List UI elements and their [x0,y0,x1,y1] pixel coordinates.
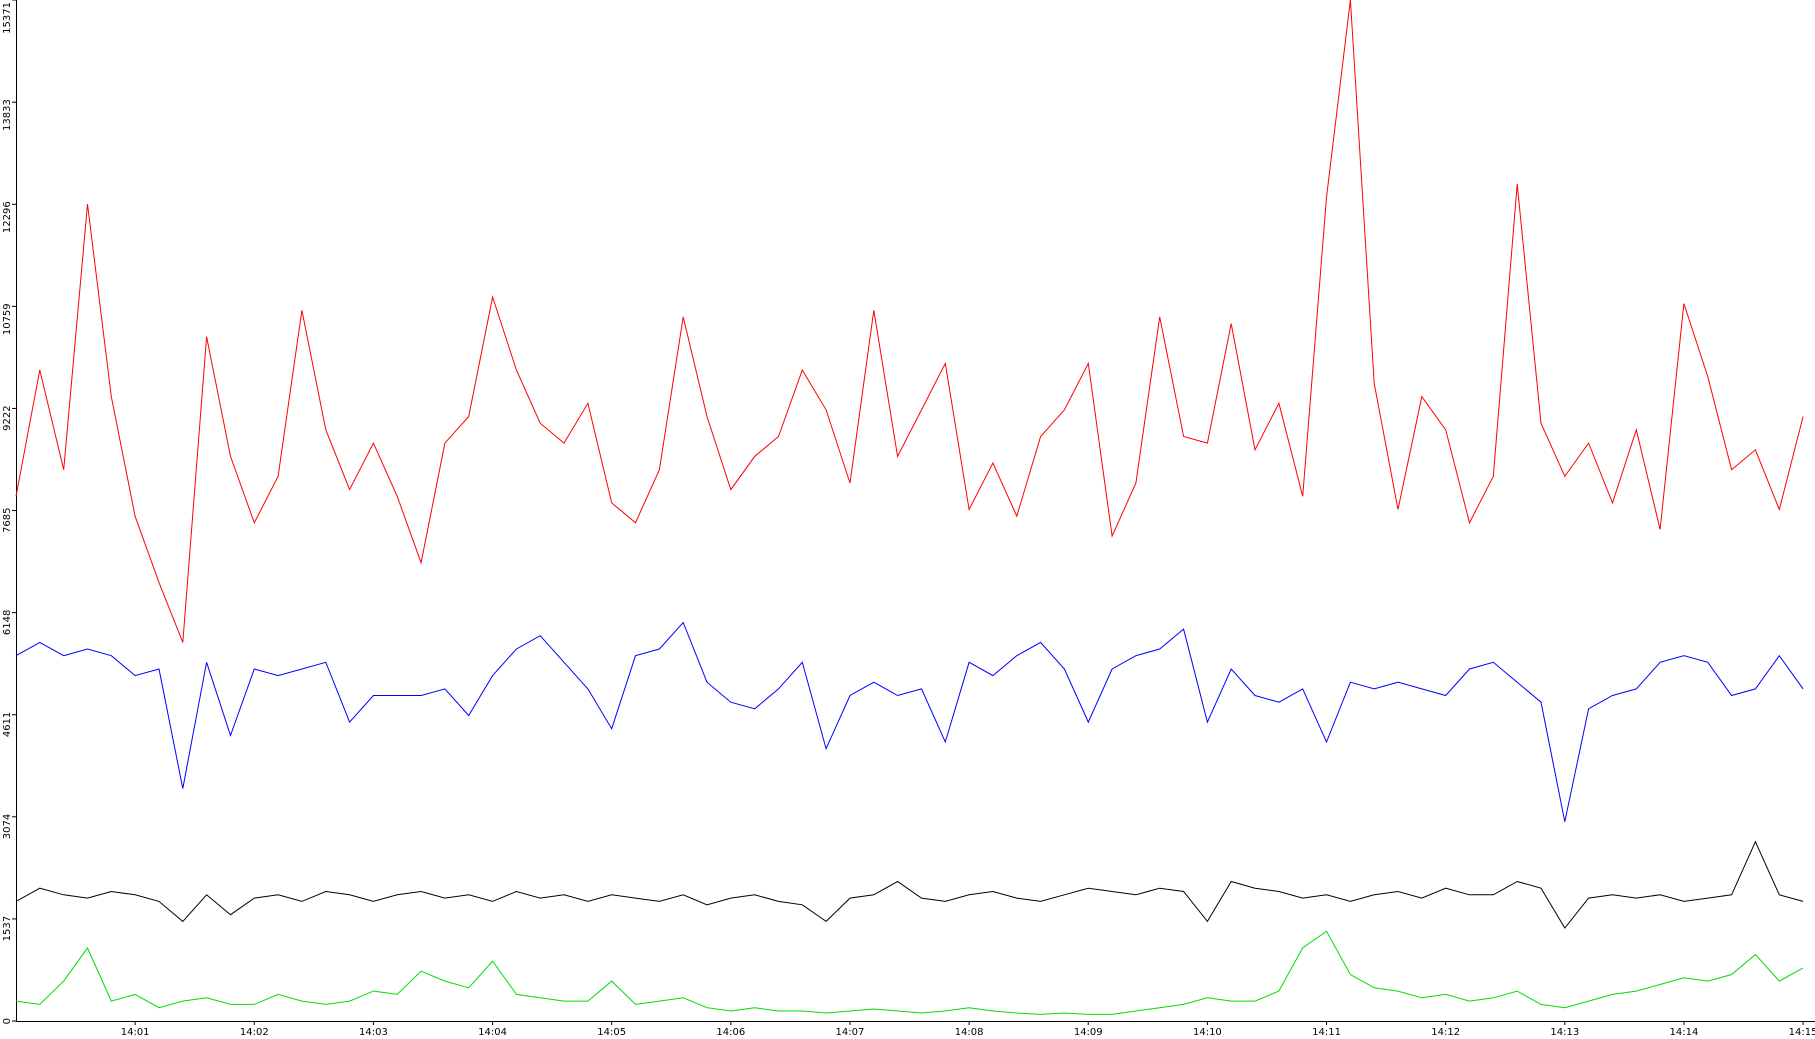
x-tick-label: 14:08 [955,1027,984,1038]
y-tick-label: 10759 [2,303,13,335]
x-tick-label: 14:13 [1550,1027,1579,1038]
x-tick-label: 14:04 [478,1027,507,1038]
y-tick-label: 7685 [2,508,13,533]
x-tick-label: 14:06 [716,1027,745,1038]
x-tick-label: 14:09 [1074,1027,1103,1038]
x-tick-label: 14:10 [1193,1027,1222,1038]
x-tick-label: 14:15 [1789,1027,1815,1038]
y-tick-label: 9222 [2,405,13,430]
y-tick-label: 0 [2,1018,13,1024]
x-tick-label: 14:14 [1670,1027,1699,1038]
x-tick-label: 14:07 [836,1027,865,1038]
x-tick-label: 14:11 [1312,1027,1341,1038]
x-tick-label: 14:02 [240,1027,269,1038]
y-tick-label: 1537 [2,916,13,941]
series-line [15,0,1804,643]
x-tick-label: 14:12 [1431,1027,1460,1038]
y-tick-label: 12296 [2,201,13,233]
series-line [15,930,1804,1015]
y-tick-label: 13833 [2,99,13,131]
y-tick-label: 4611 [2,712,13,737]
y-tick-label: 15371 [2,2,13,34]
series-line [15,621,1804,822]
y-tick-label: 6148 [2,610,13,635]
x-tick-label: 14:05 [597,1027,626,1038]
series-line [15,840,1804,929]
x-tick-label: 14:01 [121,1027,150,1038]
x-tick-label: 14:03 [359,1027,388,1038]
y-tick-label: 3074 [2,814,13,839]
